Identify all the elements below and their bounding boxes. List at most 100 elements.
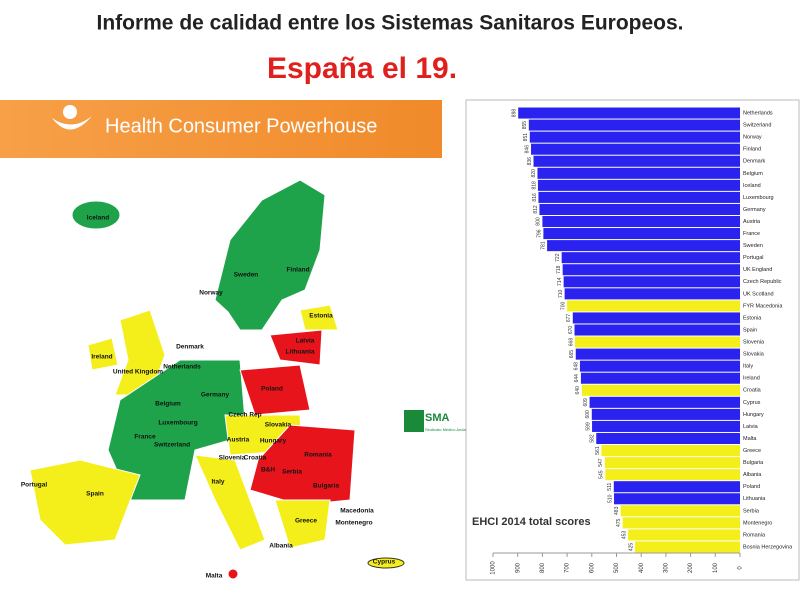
map-label: Macedonia (340, 508, 374, 515)
bar (592, 420, 740, 432)
map-label: Slovakia (265, 422, 292, 429)
category-label: Slovenia (743, 340, 765, 346)
value-label: 665 (569, 350, 575, 359)
bar (538, 191, 740, 203)
category-label: Germany (743, 207, 766, 213)
bar (563, 276, 740, 288)
logo-text: Health Consumer Powerhouse (105, 115, 377, 137)
map-label: Latvia (296, 338, 315, 345)
map-label: Italy (211, 479, 224, 486)
value-label: 818 (531, 181, 537, 190)
category-label: Finland (743, 147, 761, 153)
value-label: 545 (599, 470, 605, 479)
category-label: Albania (743, 472, 762, 478)
value-label: 700 (560, 302, 566, 311)
category-label: Poland (743, 484, 760, 490)
value-label: 796 (537, 229, 543, 238)
value-label: 677 (566, 314, 572, 323)
value-label: 800 (536, 217, 542, 226)
bar (543, 228, 740, 240)
map-label: Belgium (155, 401, 181, 408)
category-label: Croatia (743, 388, 762, 394)
map-label: Estonia (309, 313, 333, 320)
bar (572, 312, 740, 324)
bar (529, 131, 740, 143)
bar (580, 372, 740, 384)
category-label: Slovakia (743, 352, 765, 358)
value-label: 851 (523, 133, 529, 142)
map-label: Spain (86, 491, 104, 498)
bar (518, 107, 740, 119)
category-label: Bulgaria (743, 460, 764, 466)
map-label: Czech Rep (228, 412, 261, 419)
category-label: Denmark (743, 159, 766, 165)
map-label: Austria (227, 437, 250, 444)
category-label: Greece (743, 448, 761, 454)
map-label: Lithuania (286, 349, 315, 356)
map-label: Iceland (87, 215, 109, 222)
category-label: Estonia (743, 315, 762, 321)
bar (542, 215, 740, 228)
bar (537, 179, 740, 191)
value-label: 561 (595, 446, 601, 455)
value-label: 714 (557, 277, 563, 286)
bar (605, 469, 740, 481)
map-label: Luxembourg (158, 420, 197, 427)
category-label: Spain (743, 327, 757, 333)
value-label: 648 (573, 362, 579, 371)
value-label: 836 (527, 157, 533, 166)
bar (604, 457, 740, 469)
map-label: Portugal (21, 482, 48, 489)
category-label: Norway (743, 135, 762, 141)
map-label: Poland (261, 386, 283, 393)
bar (613, 481, 740, 493)
category-label: Latvia (743, 424, 759, 430)
category-label: Montenegro (743, 520, 772, 526)
x-tick-label: 700 (565, 562, 571, 573)
map-label: Romania (304, 452, 332, 459)
bar (567, 300, 740, 312)
category-label: Ireland (743, 376, 760, 382)
value-label: 483 (614, 506, 620, 515)
category-label: Serbia (743, 508, 760, 514)
bar (579, 360, 740, 372)
value-label: 640 (575, 386, 581, 395)
bar (537, 167, 740, 179)
sma-name: SMA (425, 412, 450, 424)
category-label: UK England (743, 267, 772, 273)
map-label: Netherlands (163, 364, 201, 371)
category-label: FYR Macedonia (743, 303, 783, 309)
category-label: Czech Republic (743, 279, 782, 285)
bar (620, 505, 740, 517)
map-label: Serbia (282, 469, 302, 476)
bar (539, 203, 740, 215)
bar (589, 396, 740, 408)
bar (564, 288, 740, 300)
value-label: 453 (621, 531, 627, 540)
map-label: B&H (261, 467, 275, 474)
value-label: 846 (524, 145, 530, 154)
bar (581, 384, 740, 396)
x-tick-label: 100 (713, 562, 719, 573)
value-label: 855 (522, 121, 528, 130)
bar (635, 541, 740, 553)
value-label: 644 (574, 374, 580, 383)
map-label: Albania (269, 543, 293, 550)
category-label: Sweden (743, 243, 763, 249)
bar (575, 336, 740, 348)
map-label: France (134, 434, 156, 441)
map-label: Switzerland (154, 442, 190, 449)
category-label: Italy (743, 364, 753, 370)
value-label: 816 (532, 193, 538, 202)
map-label: Ireland (91, 354, 112, 361)
bar (547, 240, 740, 252)
value-label: 722 (555, 253, 561, 262)
map-label: Denmark (176, 344, 204, 351)
map-label: Norway (199, 290, 223, 297)
category-label: Lithuania (743, 496, 766, 502)
map-label: Montenegro (335, 520, 372, 527)
map-label: Malta (206, 573, 223, 580)
x-tick-label: 300 (663, 562, 669, 573)
value-label: 718 (556, 265, 562, 274)
